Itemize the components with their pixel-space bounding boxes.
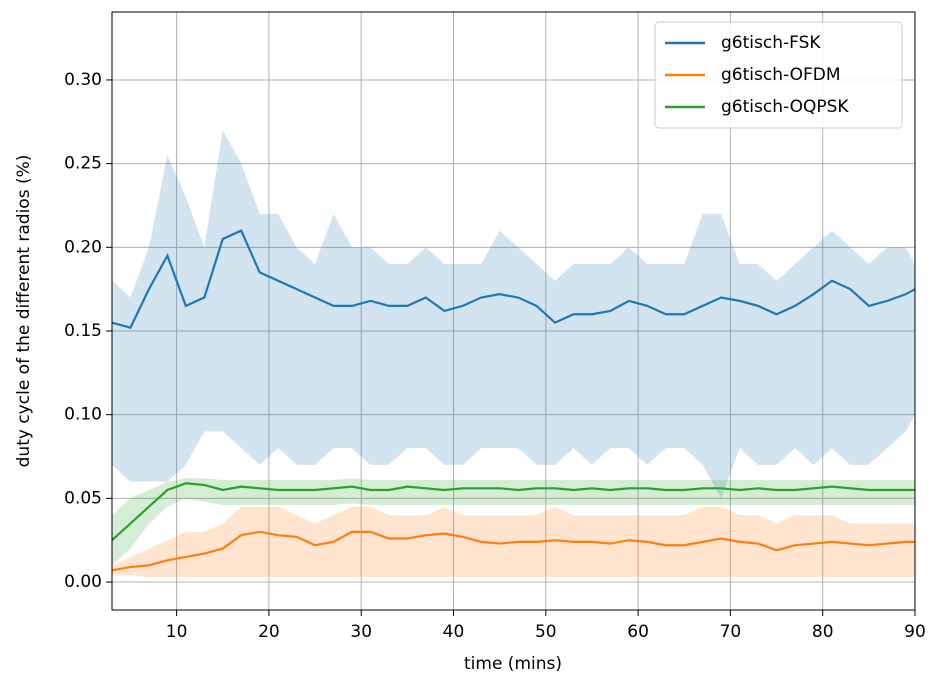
x-tick-label: 30 bbox=[350, 622, 372, 642]
y-tick-label: 0.05 bbox=[64, 488, 102, 508]
y-tick-label: 0.30 bbox=[64, 70, 102, 90]
band bbox=[112, 130, 915, 499]
line bbox=[111, 229, 916, 329]
y-tick-label: 0.25 bbox=[64, 154, 102, 174]
y-axis-label: duty cycle of the different radios (%) bbox=[14, 155, 34, 468]
x-tick-label: 60 bbox=[627, 622, 649, 642]
line bbox=[111, 482, 915, 542]
y-tick-label: 0.10 bbox=[64, 405, 102, 425]
x-tick-label: 40 bbox=[443, 622, 465, 642]
y-tick-label: 0.15 bbox=[64, 321, 102, 341]
y-tick-label: 0.20 bbox=[64, 237, 102, 257]
x-tick-label: 80 bbox=[812, 622, 834, 642]
legend-label: g6tisch-FSK bbox=[721, 33, 821, 53]
axes-frame bbox=[111, 11, 916, 611]
x-tick-label: 90 bbox=[904, 622, 926, 642]
x-axis-label: time (mins) bbox=[464, 654, 562, 674]
legend-label: g6tisch-OFDM bbox=[721, 65, 841, 85]
x-tick-label: 10 bbox=[166, 622, 188, 642]
legend-label: g6tisch-OQPSK bbox=[721, 97, 849, 117]
x-tick-label: 70 bbox=[720, 622, 742, 642]
x-tick-label: 50 bbox=[535, 622, 557, 642]
line bbox=[111, 530, 915, 572]
band bbox=[112, 478, 915, 566]
x-tick-label: 20 bbox=[258, 622, 280, 642]
legend-box bbox=[654, 21, 903, 129]
y-tick-label: 0.00 bbox=[64, 572, 102, 592]
